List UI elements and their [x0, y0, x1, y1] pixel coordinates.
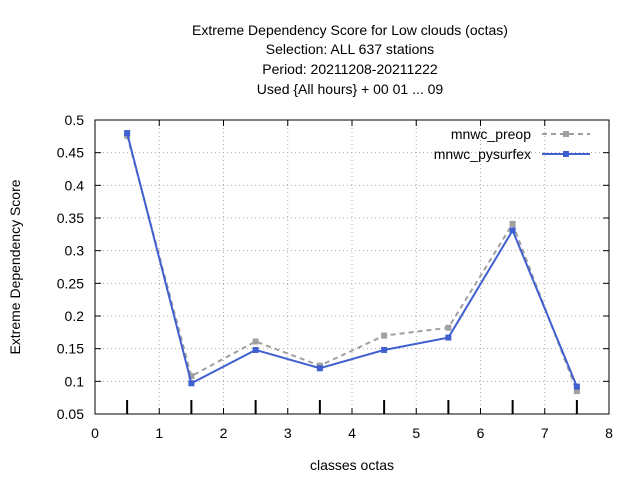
data-point-mnwc_pysurfex — [252, 346, 259, 353]
y-axis-label: Extreme Dependency Score — [7, 179, 23, 354]
legend: mnwc_preop mnwc_pysurfex — [434, 126, 590, 162]
y-tick-label: 0.1 — [65, 373, 85, 389]
legend-marker-mnwc_preop — [563, 131, 569, 137]
y-tick-label: 0.05 — [57, 406, 84, 422]
data-point-mnwc_pysurfex — [445, 334, 452, 341]
data-point-mnwc_pysurfex — [316, 365, 323, 372]
legend-label-mnwc_pysurfex: mnwc_pysurfex — [434, 146, 531, 162]
data-point-mnwc_preop — [445, 324, 452, 331]
data-point-mnwc_preop — [573, 388, 580, 395]
x-tick-label: 2 — [220, 425, 228, 441]
y-tick-label: 0.15 — [57, 341, 84, 357]
data-point-mnwc_pysurfex — [381, 346, 388, 353]
data-point-mnwc_preop — [188, 373, 195, 380]
legend-marker-mnwc_pysurfex — [563, 151, 569, 157]
x-axis-label: classes octas — [310, 457, 394, 473]
legend-label-mnwc_preop: mnwc_preop — [451, 126, 531, 142]
y-tick-label: 0.3 — [65, 243, 85, 259]
data-point-mnwc_pysurfex — [573, 383, 580, 390]
chart-title: Extreme Dependency Score for Low clouds … — [192, 22, 508, 97]
title-line-2: Selection: ALL 637 stations — [266, 41, 434, 57]
y-tick-label: 0.35 — [57, 210, 84, 226]
series-line-mnwc_preop — [126, 135, 578, 392]
y-tick-label: 0.2 — [65, 308, 85, 324]
x-tick-label: 1 — [155, 425, 163, 441]
data-point-mnwc_pysurfex — [509, 227, 516, 234]
x-tick-label: 8 — [605, 425, 613, 441]
y-tick-label: 0.4 — [65, 177, 85, 193]
y-tick-label: 0.45 — [57, 145, 84, 161]
title-line-3: Period: 20211208-20211222 — [262, 61, 438, 77]
x-tick-label: 0 — [91, 425, 99, 441]
data-point-mnwc_pysurfex — [188, 380, 195, 387]
x-tick-label: 3 — [284, 425, 292, 441]
data-point-mnwc_preop — [509, 220, 516, 227]
y-tick-label: 0.25 — [57, 275, 84, 291]
title-line-4: Used {All hours} + 00 01 ... 09 — [257, 81, 444, 97]
x-tick-label: 6 — [477, 425, 485, 441]
series — [124, 130, 580, 395]
data-point-mnwc_pysurfex — [124, 130, 131, 137]
data-point-mnwc_preop — [381, 332, 388, 339]
y-tick-label: 0.5 — [65, 112, 85, 128]
axis-ticks: 0.05 0.1 0.15 0.2 0.25 0.3 0.35 0.4 0.45 0.5 0 1 2 3 4… — [57, 112, 613, 441]
series-line-mnwc_pysurfex — [126, 132, 578, 387]
plot-frame — [94, 119, 610, 415]
x-tick-label: 7 — [541, 425, 549, 441]
data-point-mnwc_preop — [252, 338, 259, 345]
x-tick-label: 5 — [412, 425, 420, 441]
x-tick-label: 4 — [348, 425, 356, 441]
grid — [94, 119, 610, 415]
title-line-1: Extreme Dependency Score for Low clouds … — [192, 22, 508, 38]
